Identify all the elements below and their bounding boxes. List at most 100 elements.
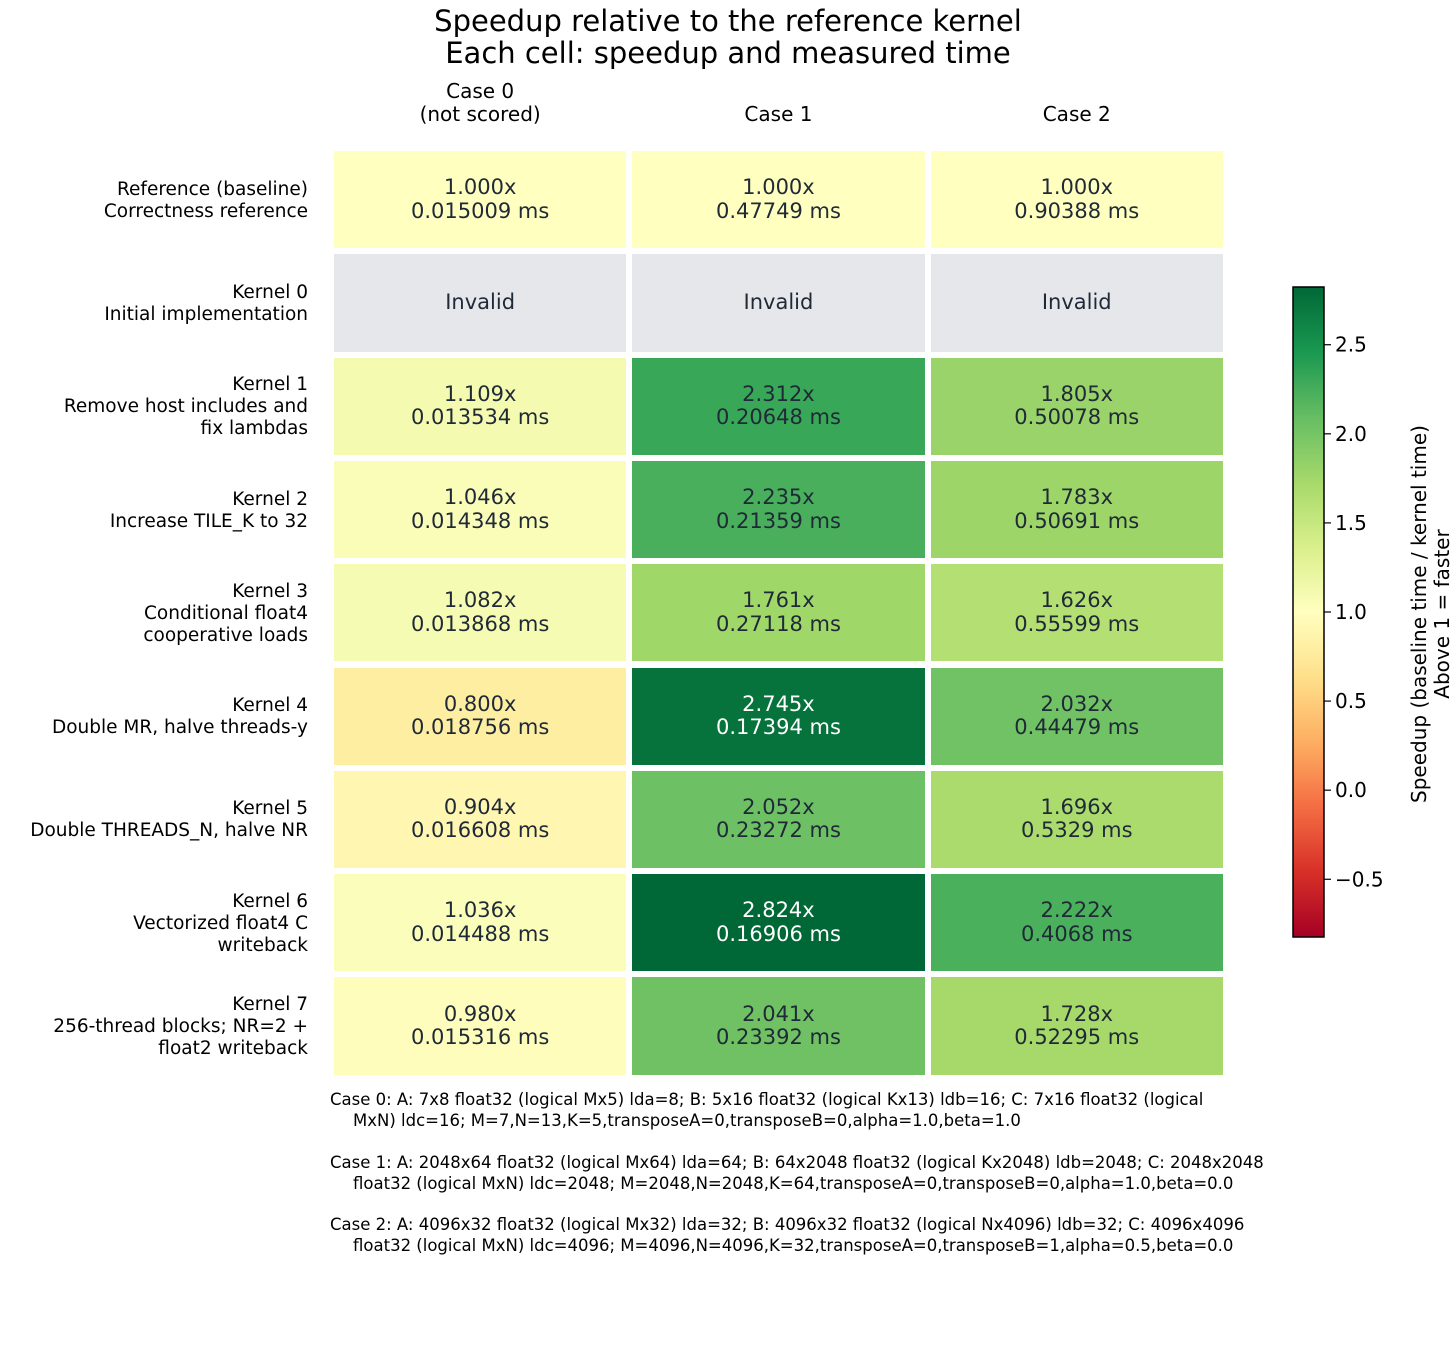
cell-speedup-text: 0.904x <box>443 794 517 819</box>
heatmap-cell: 1.036x 0.014488 ms <box>334 874 627 972</box>
heatmap-cell: 1.000x 0.015009 ms <box>334 151 627 249</box>
heatmap-cell: 2.032x 0.44479 ms <box>930 667 1223 765</box>
column-header: Case 2 <box>1042 102 1111 126</box>
cell-speedup-text: 1.728x <box>1040 1001 1114 1026</box>
cell-speedup-text: 1.082x <box>443 588 517 613</box>
footnote-line: MxN) ldc=16; M=7,N=13,K=5,transposeA=0,t… <box>353 1111 1021 1130</box>
row-label: Kernel 3 Conditional float4 cooperative … <box>143 580 308 646</box>
cell-time-text: 0.016608 ms <box>411 818 550 843</box>
heatmap-cell: 2.222x 0.4068 ms <box>930 874 1223 972</box>
heatmap-cell: 1.783x 0.50691 ms <box>930 460 1223 559</box>
row-label: Kernel 5 Double THREADS_N, halve NR <box>30 798 308 842</box>
cell-speedup-text: 1.783x <box>1040 485 1114 510</box>
row-label: Reference (baseline) Correctness referen… <box>103 178 308 222</box>
colorbar-label-line1: Speedup (baseline time / kernel time) <box>1407 425 1431 803</box>
heatmap-cell: 0.904x 0.016608 ms <box>334 770 627 869</box>
heatmap-cell: 1.805x 0.50078 ms <box>930 357 1223 455</box>
colorbar-tick-label: −0.5 <box>1335 867 1384 891</box>
cell-time-text: 0.5329 ms <box>1020 818 1133 843</box>
chart-title: Speedup relative to the reference kernel <box>434 4 1022 38</box>
cell-time-text: 0.014488 ms <box>411 921 550 946</box>
footnote-case-2: Case 2: A: 4096x32 float32 (logical Mx32… <box>330 1214 1244 1256</box>
cell-speedup-text: 1.000x <box>443 175 517 200</box>
cell-time-text: 0.27118 ms <box>715 611 841 636</box>
chart-subtitle: Each cell: speedup and measured time <box>445 36 1011 70</box>
cell-time-text: 0.47749 ms <box>715 198 841 223</box>
heatmap-cell: Invalid <box>632 254 925 352</box>
colorbar-tick-label: 0.0 <box>1335 778 1367 802</box>
colorbar-tick-label: 1.0 <box>1335 600 1367 624</box>
cell-time-text: 0.018756 ms <box>411 715 550 740</box>
cell-time-text: 0.23392 ms <box>715 1025 841 1050</box>
row-label: Kernel 0 Initial implementation <box>104 281 308 325</box>
heatmap-cell: 0.800x 0.018756 ms <box>334 667 627 765</box>
row-label: Kernel 1 Remove host includes and fix la… <box>63 374 308 440</box>
footnote-line: Case 0: A: 7x8 float32 (logical Mx5) lda… <box>330 1090 1204 1109</box>
footnote-case-1: Case 1: A: 2048x64 float32 (logical Mx64… <box>330 1152 1264 1194</box>
cell-time-text: 0.20648 ms <box>715 405 841 430</box>
cell-speedup-text: 2.824x <box>742 898 815 923</box>
heatmap-cell: 1.626x 0.55599 ms <box>930 564 1223 662</box>
cell-time-text: 0.16906 ms <box>715 921 841 946</box>
footnote-line: Case 1: A: 2048x64 float32 (logical Mx64… <box>330 1153 1264 1172</box>
column-header: Case 1 <box>744 102 813 126</box>
cell-speedup-text: 2.041x <box>742 1001 815 1026</box>
footnote-line: float32 (logical MxN) ldc=4096; M=4096,N… <box>353 1236 1234 1255</box>
cell-time-text: 0.23272 ms <box>715 818 841 843</box>
heatmap-cell: 2.824x 0.16906 ms <box>632 874 925 972</box>
cell-speedup-text: 0.980x <box>443 1001 517 1026</box>
cell-time-text: 0.015009 ms <box>411 198 550 223</box>
heatmap-cell: Invalid <box>930 254 1223 352</box>
cell-time-text: 0.50691 ms <box>1014 508 1140 533</box>
cell-time-text: 0.4068 ms <box>1020 921 1133 946</box>
cell-speedup-text: 2.222x <box>1040 898 1114 923</box>
cell-speedup-text: Invalid <box>743 290 814 315</box>
cell-speedup-text: 1.000x <box>742 175 815 200</box>
heatmap-cell: 1.000x 0.47749 ms <box>632 151 925 249</box>
heatmap-cell: 2.235x 0.21359 ms <box>632 460 925 559</box>
cell-time-text: 0.17394 ms <box>715 715 841 740</box>
cell-speedup-text: 1.626x <box>1040 588 1114 613</box>
cell-time-text: 0.44479 ms <box>1014 715 1140 740</box>
heatmap-cell: Invalid <box>334 254 627 352</box>
heatmap-cell: 1.109x 0.013534 ms <box>334 357 627 455</box>
colorbar-gradient <box>1292 286 1325 938</box>
colorbar-label: Speedup (baseline time / kernel time) Ab… <box>1407 394 1456 834</box>
cell-speedup-text: 1.761x <box>742 588 815 613</box>
cell-speedup-text: 1.036x <box>443 898 517 923</box>
cell-speedup-text: 1.696x <box>1040 794 1114 819</box>
cell-speedup-text: 1.000x <box>1040 175 1114 200</box>
footnote-case-0: Case 0: A: 7x8 float32 (logical Mx5) lda… <box>330 1089 1203 1131</box>
cell-time-text: 0.015316 ms <box>411 1025 550 1050</box>
footnote-line: Case 2: A: 4096x32 float32 (logical Mx32… <box>330 1215 1245 1234</box>
cell-time-text: 0.55599 ms <box>1014 611 1140 636</box>
cell-time-text: 0.50078 ms <box>1014 405 1140 430</box>
cell-speedup-text: Invalid <box>1041 290 1112 315</box>
cell-time-text: 0.013534 ms <box>411 405 550 430</box>
heatmap-cell: 2.052x 0.23272 ms <box>632 770 925 869</box>
column-header: Case 0 (not scored) <box>419 79 541 126</box>
heatmap-cell: 2.041x 0.23392 ms <box>632 977 925 1075</box>
colorbar-tick-label: 0.5 <box>1335 689 1367 713</box>
cell-time-text: 0.52295 ms <box>1014 1025 1140 1050</box>
row-label: Kernel 7 256-thread blocks; NR=2 + float… <box>53 994 308 1060</box>
row-label: Kernel 6 Vectorized float4 C writeback <box>133 890 308 956</box>
colorbar: −0.5 0.0 0.5 1.0 1.5 2.0 2.5 <box>1292 286 1384 938</box>
cell-speedup-text: 2.745x <box>742 691 815 716</box>
heatmap-cell: 1.046x 0.014348 ms <box>334 460 627 559</box>
cell-speedup-text: Invalid <box>445 290 516 315</box>
cell-time-text: 0.21359 ms <box>715 508 841 533</box>
heatmap-cell: 2.745x 0.17394 ms <box>632 667 925 765</box>
cell-speedup-text: 2.052x <box>742 794 815 819</box>
cell-speedup-text: 2.032x <box>1040 691 1114 716</box>
cell-speedup-text: 2.235x <box>742 485 815 510</box>
heatmap-cell: 1.761x 0.27118 ms <box>632 564 925 662</box>
heatmap-cell: 2.312x 0.20648 ms <box>632 357 925 455</box>
cell-speedup-text: 0.800x <box>443 691 517 716</box>
cell-time-text: 0.013868 ms <box>411 611 550 636</box>
cell-time-text: 0.90388 ms <box>1014 198 1140 223</box>
cell-speedup-text: 1.805x <box>1040 381 1114 406</box>
cell-speedup-text: 1.046x <box>443 485 517 510</box>
heatmap-cell: 1.082x 0.013868 ms <box>334 564 627 662</box>
